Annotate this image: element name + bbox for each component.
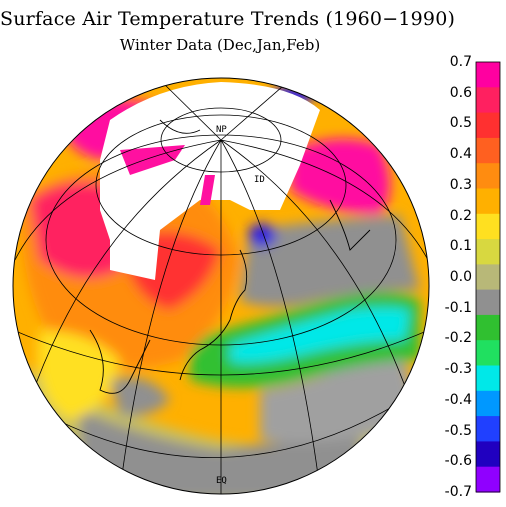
- colorbar-swatch: [476, 466, 500, 493]
- page-subtitle: Winter Data (Dec,Jan,Feb): [119, 36, 321, 54]
- colorbar-swatch: [476, 390, 500, 417]
- colorbar-swatch: [476, 289, 500, 316]
- temperature-field: [13, 78, 429, 494]
- colorbar-tick-label: 0.5: [449, 115, 472, 132]
- globe-outline: [12, 77, 430, 495]
- colorbar-swatch: [476, 87, 500, 114]
- equator-label: EQ: [216, 476, 227, 486]
- colorbar-tick-label: -0.7: [444, 484, 472, 500]
- region-north-pacific-neutral: [240, 215, 420, 307]
- arctic-wedge: [200, 175, 215, 205]
- colorbar-swatch: [476, 314, 500, 341]
- region-alaska-warm: [290, 138, 390, 215]
- colorbar-border: [475, 61, 501, 493]
- colorbar-swatch: [476, 239, 500, 265]
- coastlines: [89, 119, 371, 394]
- north-pole-label: NP: [216, 125, 227, 135]
- region-india-warm: [38, 330, 120, 420]
- colorbar-swatch: [476, 137, 500, 164]
- colorbar-tick-label: -0.2: [444, 330, 472, 347]
- colorbar-tick-label: -0.6: [444, 453, 472, 470]
- colorbar-tick-label: -0.3: [444, 361, 472, 378]
- colorbar-swatch: [476, 188, 500, 215]
- colorbar-swatch: [476, 441, 500, 468]
- colorbar-swatch: [476, 213, 500, 240]
- colorbar-swatch: [476, 62, 500, 88]
- region-tropics-neutral: [80, 410, 360, 494]
- dateline-label: ID: [254, 175, 265, 185]
- region-pacific-strong-cooling: [230, 307, 410, 363]
- colorbar-swatch: [476, 365, 500, 392]
- colorbar-tick-label: 0.0: [449, 269, 472, 285]
- colorbar-tick-label: -0.5: [444, 422, 472, 439]
- colorbar-tick-label: 0.4: [449, 146, 472, 163]
- colorbar-tick-label: 0.1: [449, 238, 472, 255]
- colorbar-tick-label: 0.2: [449, 207, 472, 224]
- colorbar-swatch: [476, 264, 500, 291]
- colorbar-swatch: [476, 340, 500, 367]
- colorbar-tick-label: 0.7: [449, 54, 472, 70]
- colorbar-tick-label: -0.1: [444, 299, 472, 316]
- region-central-pacific-neutral: [260, 340, 420, 443]
- graticule: [13, 79, 429, 494]
- colorbar-tick-label: -0.4: [444, 391, 472, 408]
- region-bering-cold: [248, 223, 276, 247]
- colorbar-swatch: [476, 416, 500, 442]
- colorbar: [475, 61, 501, 493]
- colorbar-tick-label: 0.6: [449, 84, 472, 101]
- colorbar-swatch: [476, 163, 500, 190]
- colorbar-tick-label: 0.3: [449, 176, 472, 193]
- colorbar-swatch: [476, 112, 500, 139]
- page-title: Surface Air Temperature Trends (1960−199…: [0, 8, 456, 30]
